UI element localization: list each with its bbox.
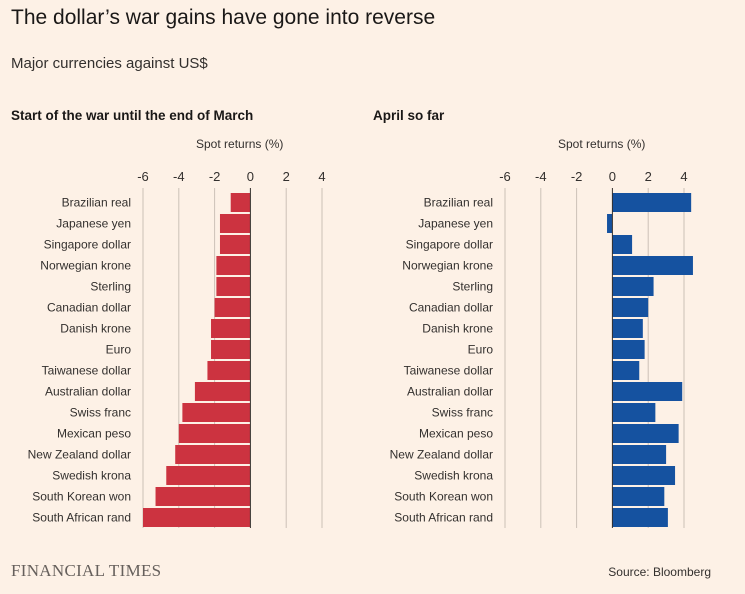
bar-south-african-rand [612, 508, 668, 527]
category-label: South Korean won [394, 490, 493, 504]
tick-label: -4 [173, 169, 185, 184]
bar-danish-krone [612, 319, 643, 338]
category-label: Norwegian krone [402, 259, 493, 273]
category-label: Sterling [90, 280, 131, 294]
bar-south-korean-won [612, 487, 665, 506]
bar-japanese-yen [607, 214, 613, 233]
tick-label: -2 [209, 169, 221, 184]
category-label: New Zealand dollar [390, 448, 493, 462]
category-label: New Zealand dollar [28, 448, 131, 462]
bar-swiss-franc [612, 403, 656, 422]
category-label: Swedish krona [414, 469, 493, 483]
bar-new-zealand-dollar [612, 445, 667, 464]
bar-danish-krone [211, 319, 251, 338]
bar-sterling [612, 277, 654, 296]
tick-label: -4 [535, 169, 547, 184]
bar-taiwanese-dollar [612, 361, 640, 380]
category-label: Canadian dollar [409, 301, 493, 315]
tick-label: -6 [499, 169, 511, 184]
right-axis-title: Spot returns (%) [558, 137, 646, 151]
bar-australian-dollar [612, 382, 683, 401]
left-axis-title: Spot returns (%) [196, 137, 284, 151]
category-label: Canadian dollar [47, 301, 131, 315]
bar-canadian-dollar [214, 298, 251, 317]
category-label: Taiwanese dollar [42, 364, 131, 378]
bar-swedish-krona [166, 466, 251, 485]
bar-euro [211, 340, 251, 359]
category-label: South African rand [394, 511, 493, 525]
category-label: Japanese yen [56, 217, 131, 231]
tick-label: 4 [680, 169, 687, 184]
tick-label: 2 [283, 169, 290, 184]
category-label: Brazilian real [424, 196, 493, 210]
category-label: Swiss franc [432, 406, 493, 420]
category-label: Australian dollar [407, 385, 493, 399]
right-panel-title: April so far [373, 108, 445, 123]
source-note: Source: Bloomberg [608, 565, 711, 579]
bar-singapore-dollar [612, 235, 633, 254]
bar-australian-dollar [194, 382, 251, 401]
bar-norwegian-krone [612, 256, 693, 275]
left-panel-title: Start of the war until the end of March [11, 108, 254, 123]
bar-swedish-krona [612, 466, 676, 485]
category-label: Taiwanese dollar [404, 364, 493, 378]
tick-label: -6 [137, 169, 149, 184]
category-label: Danish krone [60, 322, 131, 336]
bar-taiwanese-dollar [207, 361, 251, 380]
category-label: Swiss franc [70, 406, 131, 420]
category-label: South African rand [32, 511, 131, 525]
bar-swiss-franc [182, 403, 251, 422]
bar-canadian-dollar [612, 298, 649, 317]
bar-mexican-peso [178, 424, 251, 443]
category-label: Japanese yen [418, 217, 493, 231]
category-label: Australian dollar [45, 385, 131, 399]
tick-label: -2 [571, 169, 583, 184]
tick-label: 0 [609, 169, 616, 184]
bar-mexican-peso [612, 424, 679, 443]
category-label: Mexican peso [419, 427, 493, 441]
bar-euro [612, 340, 645, 359]
bar-singapore-dollar [219, 235, 251, 254]
bar-new-zealand-dollar [175, 445, 251, 464]
category-label: Mexican peso [57, 427, 131, 441]
category-label: Singapore dollar [406, 238, 493, 252]
category-label: Danish krone [422, 322, 493, 336]
category-label: Swedish krona [52, 469, 131, 483]
bar-brazilian-real [230, 193, 251, 212]
tick-label: 4 [318, 169, 325, 184]
tick-label: 0 [247, 169, 254, 184]
bar-south-african-rand [143, 508, 251, 527]
left-bar-chart: -6 -4 -2 0 2 4 Brazilian real Japanese yen Singa… [28, 169, 326, 528]
category-label: Euro [106, 343, 132, 357]
tick-label: 2 [645, 169, 652, 184]
bar-brazilian-real [612, 193, 692, 212]
category-label: South Korean won [32, 490, 131, 504]
bar-japanese-yen [219, 214, 251, 233]
bar-south-korean-won [155, 487, 251, 506]
bar-sterling [216, 277, 251, 296]
category-label: Sterling [452, 280, 493, 294]
chart-title: The dollar’s war gains have gone into re… [11, 6, 436, 29]
category-label: Norwegian krone [40, 259, 131, 273]
category-label: Singapore dollar [44, 238, 131, 252]
chart-subtitle: Major currencies against US$ [11, 55, 208, 72]
category-label: Brazilian real [62, 196, 131, 210]
category-label: Euro [468, 343, 494, 357]
bar-norwegian-krone [216, 256, 251, 275]
ft-logo: FINANCIAL TIMES [11, 561, 162, 580]
